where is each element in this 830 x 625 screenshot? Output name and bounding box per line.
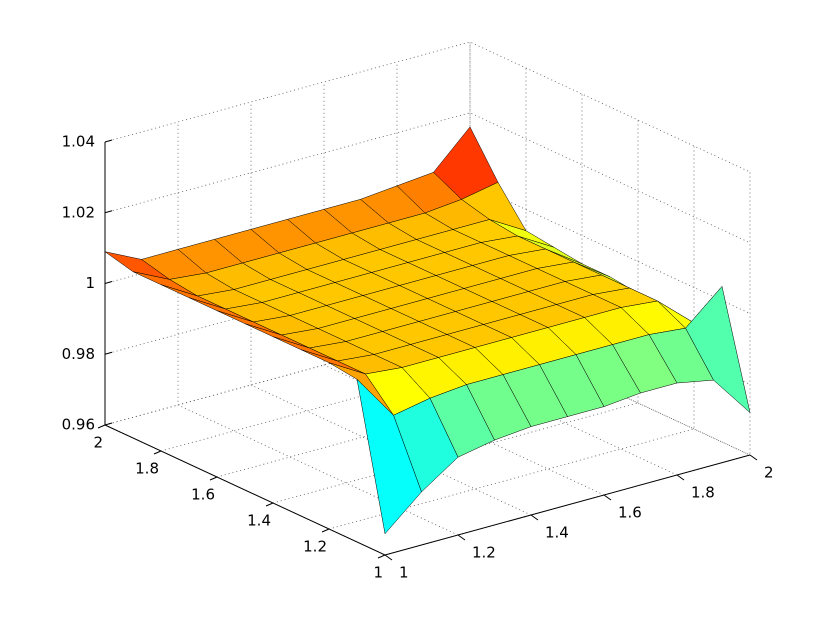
- x-tick: [384, 554, 393, 561]
- y-tick-label: 1.4: [247, 512, 271, 530]
- z-grid-line: [104, 183, 751, 314]
- x-tick-label: 2: [764, 464, 774, 482]
- surface-patch: [356, 379, 422, 535]
- y-tick: [321, 528, 330, 533]
- z-tick: [104, 281, 113, 284]
- z-grid-line: [104, 41, 751, 173]
- z-grid-line: [104, 112, 751, 244]
- y-tick: [97, 424, 106, 429]
- y-tick: [265, 502, 274, 507]
- x-tick: [603, 494, 612, 501]
- x-tick: [530, 514, 539, 521]
- z-tick-label: 1: [85, 274, 95, 292]
- x-tick-label: 1.6: [618, 504, 642, 522]
- z-tick: [104, 351, 113, 355]
- z-tick-label: 0.96: [62, 416, 95, 434]
- x-tick: [749, 454, 758, 461]
- z-tick: [104, 139, 113, 143]
- x-tick-label: 1.8: [691, 484, 715, 502]
- x-tick-label: 1: [399, 564, 409, 582]
- z-tick-label: 0.98: [62, 345, 95, 363]
- z-grid-line: [104, 324, 751, 456]
- x-grid-line: [323, 82, 605, 496]
- x-tick: [676, 474, 685, 481]
- y-tick-label: 1.8: [135, 460, 159, 478]
- y-tick: [377, 554, 386, 559]
- x-tick-label: 1.4: [545, 524, 569, 542]
- y-axis: [104, 424, 386, 556]
- y-tick: [209, 476, 218, 481]
- x-tick: [457, 534, 466, 541]
- x-grid-line: [177, 122, 459, 536]
- z-tick: [104, 422, 113, 426]
- y-tick-label: 1.2: [303, 538, 327, 556]
- z-tick: [104, 210, 113, 214]
- y-tick-label: 2: [93, 434, 103, 452]
- x-axis: [384, 454, 751, 556]
- z-tick-label: 1.04: [62, 133, 95, 151]
- z-tick-label: 1.02: [62, 203, 95, 221]
- y-tick-label: 1: [373, 564, 383, 582]
- y-tick: [153, 450, 162, 455]
- y-tick-label: 1.6: [191, 486, 215, 504]
- x-grid-line: [250, 102, 532, 516]
- x-tick-label: 1.2: [472, 544, 496, 562]
